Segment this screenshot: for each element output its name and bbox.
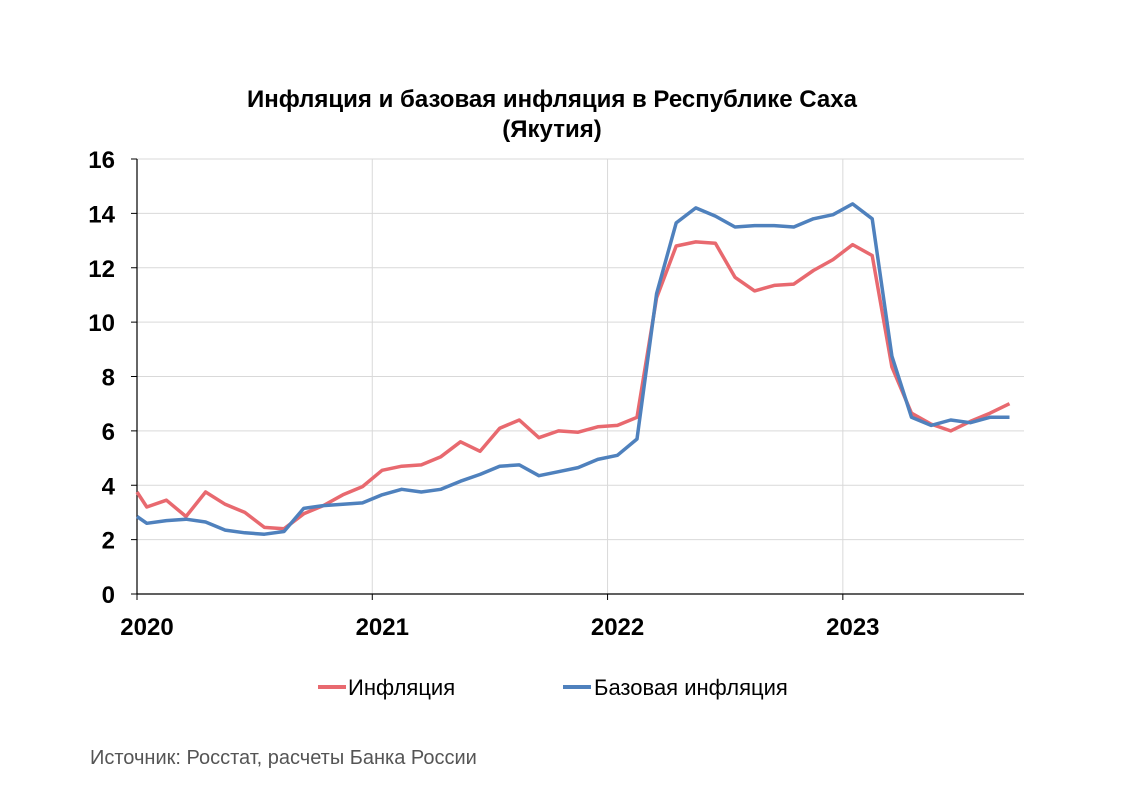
y-tick-label: 16 [88, 147, 115, 174]
legend: Инфляция Базовая инфляция [318, 675, 788, 700]
x-tick-label: 2023 [826, 614, 879, 641]
legend-label-2: Базовая инфляция [594, 675, 788, 700]
y-tick-label: 12 [88, 256, 115, 283]
gridlines [137, 158, 1024, 594]
y-tick-label: 8 [102, 365, 115, 392]
y-tick-label: 2 [102, 528, 115, 555]
y-tick-label: 4 [102, 473, 116, 500]
legend-label-1: Инфляция [348, 675, 455, 700]
source-note: Источник: Росстат, расчеты Банка России [90, 747, 477, 769]
tick-labels: 0 2 4 6 8 10 12 14 16 2020 2021 2022 2023 [88, 147, 879, 641]
chart-title-line2: (Якутия) [502, 116, 601, 143]
chart-title-line1: Инфляция и базовая инфляция в Республике… [247, 86, 858, 113]
axes [131, 158, 1024, 600]
y-tick-label: 0 [102, 582, 115, 609]
series-lines [135, 202, 1011, 536]
chart-title: Инфляция и базовая инфляция в Республике… [247, 86, 858, 143]
y-tick-label: 14 [88, 201, 115, 228]
x-tick-label: 2021 [356, 614, 409, 641]
y-tick-label: 6 [102, 419, 115, 446]
series-line-2 [136, 202, 1010, 536]
x-tick-label: 2020 [120, 614, 173, 641]
series-line-1 [135, 240, 1011, 531]
x-tick-label: 2022 [591, 614, 644, 641]
y-tick-label: 10 [88, 310, 115, 337]
